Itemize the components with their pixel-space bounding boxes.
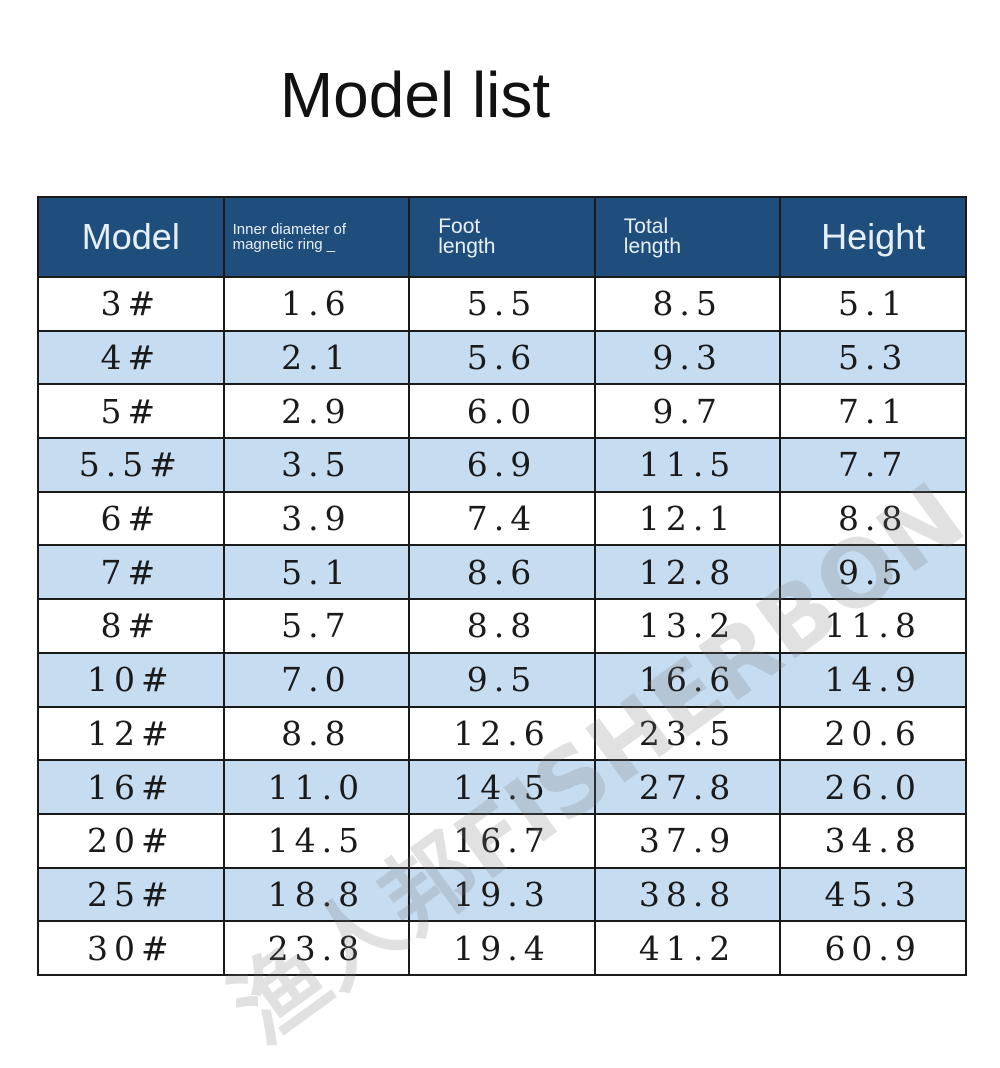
cell-total-length: 11.5	[593, 437, 782, 493]
cell-height: 60.9	[779, 920, 967, 976]
cell-model: 7#	[37, 544, 225, 601]
cell-foot-length: 6.0	[408, 383, 596, 440]
cell-model: 20#	[37, 812, 225, 869]
cell-model: 10#	[37, 651, 225, 708]
header-inner-diameter: Inner diameter of magnetic ring _	[222, 196, 411, 278]
header-total-length-label: Total length	[623, 215, 681, 258]
cell-height: 26.0	[779, 759, 967, 815]
cell-model: 4#	[37, 329, 225, 386]
cell-inner-diameter: 23.8	[222, 920, 411, 976]
cell-foot-length: 5.5	[408, 276, 596, 332]
cell-total-length: 12.8	[593, 544, 782, 601]
cell-inner-diameter: 3.9	[222, 490, 411, 547]
cell-height: 34.8	[779, 812, 967, 869]
cell-total-length: 9.3	[593, 329, 782, 386]
cell-total-length: 41.2	[593, 920, 782, 976]
cell-height: 14.9	[779, 651, 967, 708]
cell-model: 5#	[37, 383, 225, 440]
cell-height: 20.6	[779, 705, 967, 762]
table-header-row: Model Inner diameter of magnetic ring _ …	[37, 196, 967, 278]
cell-inner-diameter: 14.5	[222, 812, 411, 869]
cell-inner-diameter: 18.8	[222, 866, 411, 923]
cell-inner-diameter: 2.9	[222, 383, 411, 440]
cell-foot-length: 9.5	[408, 651, 596, 708]
cell-foot-length: 8.8	[408, 598, 596, 654]
cell-total-length: 13.2	[593, 598, 782, 654]
cell-total-length: 38.8	[593, 866, 782, 923]
header-model-label: Model	[81, 216, 180, 257]
cell-height: 45.3	[779, 866, 967, 923]
cell-foot-length: 12.6	[408, 705, 596, 762]
table-row: 30# 23.8 19.4 41.2 60.9	[37, 920, 967, 976]
cell-total-length: 27.8	[593, 759, 782, 815]
cell-total-length: 9.7	[593, 383, 782, 440]
cell-foot-length: 14.5	[408, 759, 596, 815]
cell-model: 8#	[37, 598, 225, 654]
cell-model: 25#	[37, 866, 225, 923]
cell-height: 7.7	[779, 437, 967, 493]
cell-total-length: 16.6	[593, 651, 782, 708]
header-total-length: Total length	[593, 196, 782, 278]
cell-model: 5.5#	[37, 437, 225, 493]
header-height-label: Height	[821, 216, 926, 257]
table-row: 7# 5.1 8.6 12.8 9.5	[37, 544, 967, 601]
cell-foot-length: 19.4	[408, 920, 596, 976]
cell-model: 16#	[37, 759, 225, 815]
table-row: 5# 2.9 6.0 9.7 7.1	[37, 383, 967, 440]
cell-inner-diameter: 8.8	[222, 705, 411, 762]
table-row: 3# 1.6 5.5 8.5 5.1	[37, 276, 967, 332]
cell-inner-diameter: 1.6	[222, 276, 411, 332]
header-height: Height	[779, 196, 967, 278]
cell-total-length: 12.1	[593, 490, 782, 547]
cell-total-length: 37.9	[593, 812, 782, 869]
table-row: 6# 3.9 7.4 12.1 8.8	[37, 490, 967, 547]
cell-height: 9.5	[779, 544, 967, 601]
header-foot-length: Foot length	[408, 196, 596, 278]
header-inner-diameter-label: Inner diameter of magnetic ring _	[232, 221, 346, 253]
cell-foot-length: 7.4	[408, 490, 596, 547]
table-row: 5.5# 3.5 6.9 11.5 7.7	[37, 437, 967, 493]
cell-model: 6#	[37, 490, 225, 547]
cell-inner-diameter: 2.1	[222, 329, 411, 386]
cell-inner-diameter: 11.0	[222, 759, 411, 815]
cell-inner-diameter: 3.5	[222, 437, 411, 493]
table-row: 10# 7.0 9.5 16.6 14.9	[37, 651, 967, 708]
cell-model: 12#	[37, 705, 225, 762]
table-row: 20# 14.5 16.7 37.9 34.8	[37, 812, 967, 869]
cell-inner-diameter: 5.7	[222, 598, 411, 654]
table-row: 12# 8.8 12.6 23.5 20.6	[37, 705, 967, 762]
header-model: Model	[37, 196, 225, 278]
header-foot-length-label: Foot length	[438, 215, 496, 258]
model-table: Model Inner diameter of magnetic ring _ …	[37, 196, 967, 976]
cell-height: 11.8	[779, 598, 967, 654]
table-row: 8# 5.7 8.8 13.2 11.8	[37, 598, 967, 654]
table-row: 4# 2.1 5.6 9.3 5.3	[37, 329, 967, 386]
table-row: 25# 18.8 19.3 38.8 45.3	[37, 866, 967, 923]
cell-total-length: 8.5	[593, 276, 782, 332]
cell-inner-diameter: 5.1	[222, 544, 411, 601]
cell-inner-diameter: 7.0	[222, 651, 411, 708]
cell-foot-length: 8.6	[408, 544, 596, 601]
cell-foot-length: 5.6	[408, 329, 596, 386]
cell-height: 5.1	[779, 276, 967, 332]
cell-foot-length: 16.7	[408, 812, 596, 869]
cell-height: 7.1	[779, 383, 967, 440]
cell-foot-length: 6.9	[408, 437, 596, 493]
cell-height: 5.3	[779, 329, 967, 386]
page-title: Model list	[279, 59, 551, 131]
table-row: 16# 11.0 14.5 27.8 26.0	[37, 759, 967, 815]
cell-model: 3#	[37, 276, 225, 332]
cell-total-length: 23.5	[593, 705, 782, 762]
cell-foot-length: 19.3	[408, 866, 596, 923]
cell-model: 30#	[37, 920, 225, 976]
cell-height: 8.8	[779, 490, 967, 547]
